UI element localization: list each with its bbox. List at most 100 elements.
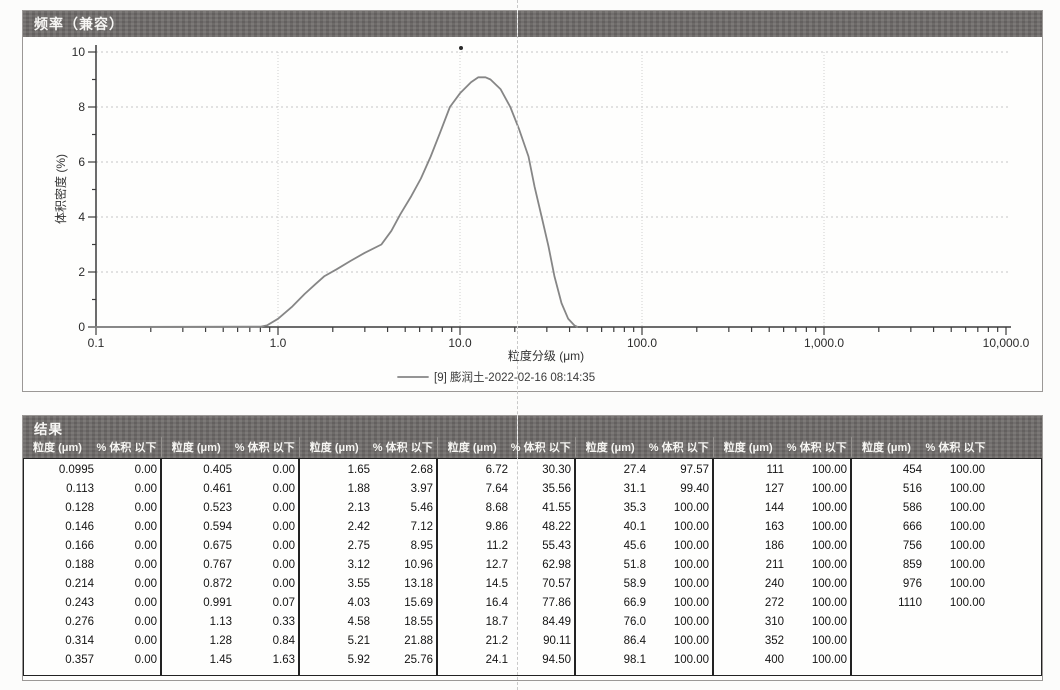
size-value: 0.991	[203, 597, 232, 609]
table-row: 0.523 0.00	[162, 499, 298, 518]
column-header-group: 粒度 (μm) % 体积 以下	[851, 437, 1042, 457]
pct-below-value: 84.49	[542, 616, 571, 628]
size-value: 1.13	[209, 616, 232, 628]
size-value: 0.461	[203, 483, 232, 495]
pct-below-value: 97.57	[680, 464, 709, 476]
size-value: 516	[902, 483, 922, 495]
pct-below-value: 0.00	[134, 521, 157, 533]
table-row: 163 100.00	[714, 518, 850, 537]
table-row: 0.214 0.00	[24, 575, 160, 594]
size-value: 5.21	[347, 635, 370, 647]
x-axis-ticks	[95, 327, 1007, 335]
size-value: 756	[902, 540, 922, 552]
size-value: 24.1	[485, 654, 508, 666]
column-header-pct: % 体积 以下	[510, 442, 571, 454]
pct-below-value: 18.55	[404, 616, 433, 628]
results-panel-title: 结果	[34, 422, 63, 437]
table-row: 111 100.00	[714, 461, 850, 480]
table-row: 16.4 77.86	[438, 594, 574, 613]
size-value: 1.28	[209, 635, 232, 647]
results-table-column-group: 454 100.00 516 100.00 586 100.00 666 100.00 756 1…	[851, 458, 1042, 676]
table-row: 86.4 100.00	[576, 632, 712, 651]
column-header-pct: % 体积 以下	[786, 442, 847, 454]
pct-below-value: 25.76	[404, 654, 433, 666]
chart-gridlines	[96, 51, 1011, 327]
pct-below-value: 3.97	[410, 483, 433, 495]
pct-below-value: 100.00	[673, 616, 709, 628]
table-row: 2.42 7.12	[300, 518, 436, 537]
pct-below-value: 15.69	[404, 597, 433, 609]
table-row: 40.1 100.00	[576, 518, 712, 537]
size-value: 18.7	[485, 616, 508, 628]
pct-below-value: 55.43	[542, 540, 571, 552]
table-row: 352 100.00	[714, 632, 850, 651]
table-row: 272 100.00	[714, 594, 850, 613]
pct-below-value: 100.00	[811, 521, 847, 533]
table-row: 7.64 35.56	[438, 480, 574, 499]
svg-text:0: 0	[78, 320, 85, 334]
size-value: 27.4	[623, 464, 646, 476]
pct-below-value: 0.00	[134, 635, 157, 647]
x-axis-title: 粒度分级 (μm)	[508, 348, 584, 363]
column-header-size: 粒度 (μm)	[862, 442, 911, 454]
column-header-group: 粒度 (μm) % 体积 以下	[713, 437, 851, 457]
scan-fold-highlight-bottom	[517, 415, 518, 457]
results-column-headers: 粒度 (μm) % 体积 以下 粒度 (μm) % 体积 以下 粒度 (μm) % 体积 …	[23, 437, 1042, 458]
results-table-column-group: 0.405 0.00 0.461 0.00 0.523 0.00 0.594 0.00 0.67…	[161, 458, 299, 676]
results-table-column-group: 111 100.00 127 100.00 144 100.00 163 100.00 186 1…	[713, 458, 851, 676]
pct-below-value: 100.00	[949, 597, 985, 609]
results-table-column-group: 1.65 2.68 1.88 3.97 2.13 5.46 2.42 7.12 2.75 8.95…	[299, 458, 437, 676]
pct-below-value: 100.00	[811, 597, 847, 609]
size-value: 1.45	[209, 654, 232, 666]
pct-below-value: 100.00	[949, 464, 985, 476]
table-row: 5.21 21.88	[300, 632, 436, 651]
size-value: 6.72	[485, 464, 508, 476]
pct-below-value: 62.98	[542, 559, 571, 571]
size-value: 3.12	[347, 559, 370, 571]
pct-below-value: 0.00	[134, 502, 157, 514]
results-table-groups: 0.0995 0.00 0.113 0.00 0.128 0.00 0.146 0.00 0.1…	[23, 458, 1042, 682]
pct-below-value: 0.00	[272, 559, 295, 571]
scan-speck	[459, 46, 463, 50]
size-value: 1110	[898, 597, 922, 609]
chart-axes	[95, 45, 1011, 328]
pct-below-value: 100.00	[811, 616, 847, 628]
size-value: 98.1	[623, 654, 646, 666]
column-header-pct: % 体积 以下	[648, 442, 709, 454]
pct-below-value: 100.00	[811, 540, 847, 552]
size-value: 0.243	[65, 597, 94, 609]
pct-below-value: 48.22	[542, 521, 571, 533]
column-header-group: 粒度 (μm) % 体积 以下	[161, 437, 299, 457]
svg-text:10.0: 10.0	[448, 336, 472, 350]
pct-below-value: 0.00	[134, 559, 157, 571]
size-value: 1.65	[347, 464, 370, 476]
pct-below-value: 1.63	[272, 654, 295, 666]
size-value: 0.276	[65, 616, 94, 628]
table-row: 51.8 100.00	[576, 556, 712, 575]
svg-text:10,000.0: 10,000.0	[983, 336, 1030, 350]
column-header-pct: % 体积 以下	[234, 442, 295, 454]
table-row: 4.03 15.69	[300, 594, 436, 613]
column-header-size: 粒度 (μm)	[723, 442, 773, 454]
table-row: 0.594 0.00	[162, 518, 298, 537]
size-value: 11.2	[486, 540, 508, 552]
table-row: 666 100.00	[852, 518, 1041, 537]
size-value: 186	[764, 540, 784, 552]
table-row: 45.6 100.00	[576, 537, 712, 556]
table-row: 21.2 90.11	[438, 632, 574, 651]
distribution-curve	[95, 76, 578, 328]
pct-below-value: 100.00	[673, 635, 709, 647]
size-value: 2.13	[347, 502, 370, 514]
svg-text:8: 8	[78, 100, 85, 114]
table-row: 0.767 0.00	[162, 556, 298, 575]
pct-below-value: 99.40	[680, 483, 709, 495]
size-value: 272	[764, 597, 784, 609]
table-row: 0.314 0.00	[24, 632, 160, 651]
size-value: 4.58	[347, 616, 370, 628]
pct-below-value: 0.00	[272, 464, 295, 476]
column-header-group: 粒度 (μm) % 体积 以下	[437, 437, 575, 457]
size-value: 35.3	[623, 502, 646, 514]
size-value: 0.188	[65, 559, 94, 571]
chart-panel-header: 频率（兼容）	[23, 11, 1042, 37]
table-row: 1.88 3.97	[300, 480, 436, 499]
